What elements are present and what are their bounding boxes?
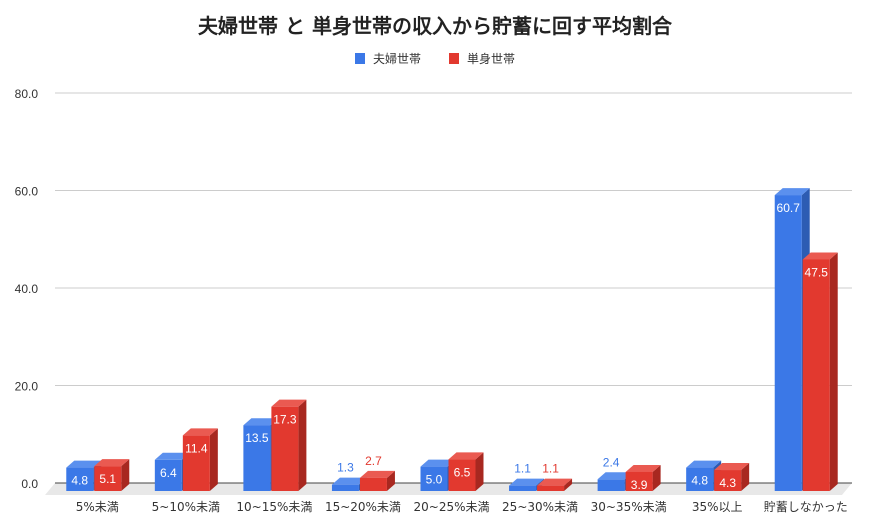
bar[interactable]: [537, 485, 565, 491]
data-label: 13.5: [245, 431, 269, 445]
bar-side: [564, 478, 573, 491]
bar[interactable]: [243, 425, 271, 491]
legend: 夫婦世帯 単身世帯: [0, 50, 870, 67]
bar-side: [652, 464, 661, 491]
bar-side: [209, 428, 218, 491]
x-tick-label: 25~30%未満: [502, 500, 578, 514]
data-label: 17.3: [273, 413, 297, 427]
data-label: 4.8: [71, 474, 88, 488]
data-label: 3.9: [631, 478, 648, 492]
legend-swatch-red: [449, 53, 459, 64]
bar-top: [714, 463, 750, 471]
bar[interactable]: [509, 485, 537, 491]
bar[interactable]: [625, 471, 653, 491]
data-label: 5.1: [99, 472, 116, 486]
bar-side: [829, 252, 838, 491]
bar-top: [509, 478, 545, 486]
legend-item-couple[interactable]: 夫婦世帯: [354, 50, 421, 67]
data-label: 6.5: [454, 465, 471, 479]
x-tick-label: 5~10%未満: [152, 500, 220, 514]
bar[interactable]: [597, 479, 625, 491]
x-tick-label: 15~20%未満: [325, 500, 401, 514]
bar-top: [182, 428, 218, 436]
data-label: 5.0: [426, 473, 443, 487]
x-tick-label: 5%未満: [76, 500, 119, 514]
bar[interactable]: [66, 467, 94, 491]
data-label: 1.1: [542, 462, 559, 476]
data-label: 60.7: [777, 201, 801, 215]
x-tick-label: 30~35%未満: [591, 500, 667, 514]
bar[interactable]: [802, 259, 830, 491]
bar-side: [475, 452, 484, 491]
bar[interactable]: [359, 477, 387, 491]
data-label: 1.1: [514, 462, 531, 476]
y-tick-label: 40.0: [15, 282, 39, 296]
bar-top: [66, 460, 102, 468]
bar-top: [420, 459, 456, 467]
bar-top: [802, 252, 838, 260]
legend-label: 単身世帯: [467, 52, 516, 66]
bar-top: [686, 460, 722, 468]
bar-top: [359, 470, 395, 478]
bar[interactable]: [182, 435, 210, 491]
y-tick-label: 0.0: [21, 477, 38, 491]
bar[interactable]: [420, 466, 448, 491]
bar-top: [331, 477, 367, 485]
data-label: 6.4: [160, 466, 177, 480]
bar-top: [243, 418, 279, 426]
bar[interactable]: [331, 484, 359, 491]
bar-side: [121, 459, 130, 491]
bar-top: [271, 399, 307, 407]
x-tick-label: 20~25%未満: [414, 500, 490, 514]
data-label: 11.4: [185, 441, 208, 455]
bar-top: [94, 459, 130, 467]
bar-top: [597, 472, 633, 480]
bar[interactable]: [154, 459, 182, 491]
bar-top: [448, 452, 484, 460]
y-tick-label: 20.0: [15, 380, 39, 394]
bar[interactable]: [774, 195, 802, 491]
y-tick-label: 80.0: [15, 87, 39, 101]
data-label: 2.4: [603, 455, 620, 469]
y-tick-label: 60.0: [15, 185, 39, 199]
bar[interactable]: [271, 406, 299, 491]
x-tick-label: 貯蓄しなかった: [764, 500, 848, 514]
bar[interactable]: [448, 459, 476, 491]
bar-side: [741, 463, 750, 491]
x-tick-label: 35%以上: [692, 500, 743, 514]
legend-label: 夫婦世帯: [372, 52, 421, 66]
data-label: 4.3: [719, 476, 736, 490]
chart-title: 夫婦世帯 と 単身世帯の収入から貯蓄に回す平均割合: [198, 14, 672, 38]
legend-swatch-blue: [354, 53, 365, 64]
bar-top: [537, 478, 573, 486]
bar-top: [774, 188, 810, 196]
data-label: 47.5: [805, 265, 829, 279]
bar[interactable]: [686, 467, 714, 491]
x-tick-label: 10~15%未満: [236, 500, 312, 514]
bar[interactable]: [714, 470, 742, 491]
bar-side: [386, 470, 395, 491]
bar-side: [298, 399, 307, 491]
bar-top: [154, 452, 190, 460]
bar[interactable]: [94, 466, 122, 491]
bar-top: [625, 464, 661, 472]
legend-item-single[interactable]: 単身世帯: [449, 50, 515, 67]
data-label: 1.3: [337, 461, 354, 475]
data-label: 4.8: [691, 474, 708, 488]
data-label: 2.7: [365, 454, 382, 468]
